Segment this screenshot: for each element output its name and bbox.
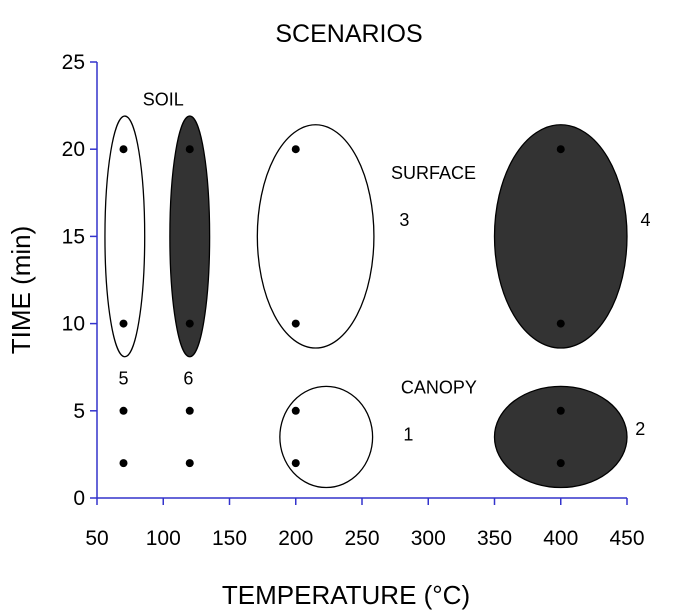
- data-point: [291, 319, 300, 328]
- x-tick-label: 250: [344, 527, 379, 550]
- y-axis-title: TIME (min): [6, 226, 36, 355]
- data-point: [556, 406, 565, 415]
- region-labels: 1 2 3 4 5 6 SOIL SURFACE CANOPY: [118, 90, 650, 445]
- x-axis-ticks: 50 100 150 200 250 300 350 400 450: [85, 498, 645, 550]
- data-point: [119, 459, 128, 468]
- scenario-region-6: [169, 115, 211, 358]
- region-label: 1: [403, 424, 413, 444]
- region-label: 4: [641, 210, 651, 230]
- data-point: [185, 319, 194, 328]
- chart-title: SCENARIOS: [275, 20, 422, 48]
- x-tick-label: 400: [543, 527, 578, 550]
- y-tick-label: 25: [62, 51, 85, 74]
- scenario-region-5: [104, 115, 146, 358]
- region-label: CANOPY: [401, 377, 477, 397]
- region-label: 2: [635, 419, 645, 439]
- x-tick-label: 350: [477, 527, 512, 550]
- data-point: [119, 319, 128, 328]
- y-axis-ticks: 0 5 10 15 20 25: [62, 51, 97, 510]
- data-point: [185, 145, 194, 154]
- x-axis-title: TEMPERATURE (°C): [222, 580, 470, 610]
- region-label: SOIL: [143, 90, 184, 110]
- scenario-region-2: [493, 385, 628, 489]
- y-tick-label: 15: [62, 225, 85, 248]
- y-tick-label: 0: [73, 487, 85, 510]
- data-point: [556, 319, 565, 328]
- scenario-regions: [104, 115, 628, 489]
- y-tick-label: 5: [73, 400, 85, 423]
- region-label: 3: [399, 210, 409, 230]
- x-tick-label: 450: [609, 527, 644, 550]
- data-point: [119, 145, 128, 154]
- scenario-region-4: [493, 124, 628, 349]
- x-tick-label: 50: [85, 527, 108, 550]
- scenario-region-3: [256, 124, 375, 349]
- region-label: 6: [183, 369, 193, 389]
- x-tick-label: 200: [278, 527, 313, 550]
- data-point: [185, 406, 194, 415]
- data-point: [119, 406, 128, 415]
- x-tick-label: 100: [146, 527, 181, 550]
- y-tick-label: 10: [62, 313, 85, 336]
- x-tick-label: 300: [411, 527, 446, 550]
- scenario-region-1: [279, 385, 374, 489]
- data-point: [291, 459, 300, 468]
- data-point: [185, 459, 194, 468]
- x-tick-label: 150: [212, 527, 247, 550]
- y-tick-label: 20: [62, 138, 85, 161]
- data-point: [291, 145, 300, 154]
- region-label: 5: [118, 369, 128, 389]
- data-point: [291, 406, 300, 415]
- data-point: [556, 459, 565, 468]
- data-points: [119, 145, 565, 468]
- region-label: SURFACE: [391, 163, 476, 183]
- data-point: [556, 145, 565, 154]
